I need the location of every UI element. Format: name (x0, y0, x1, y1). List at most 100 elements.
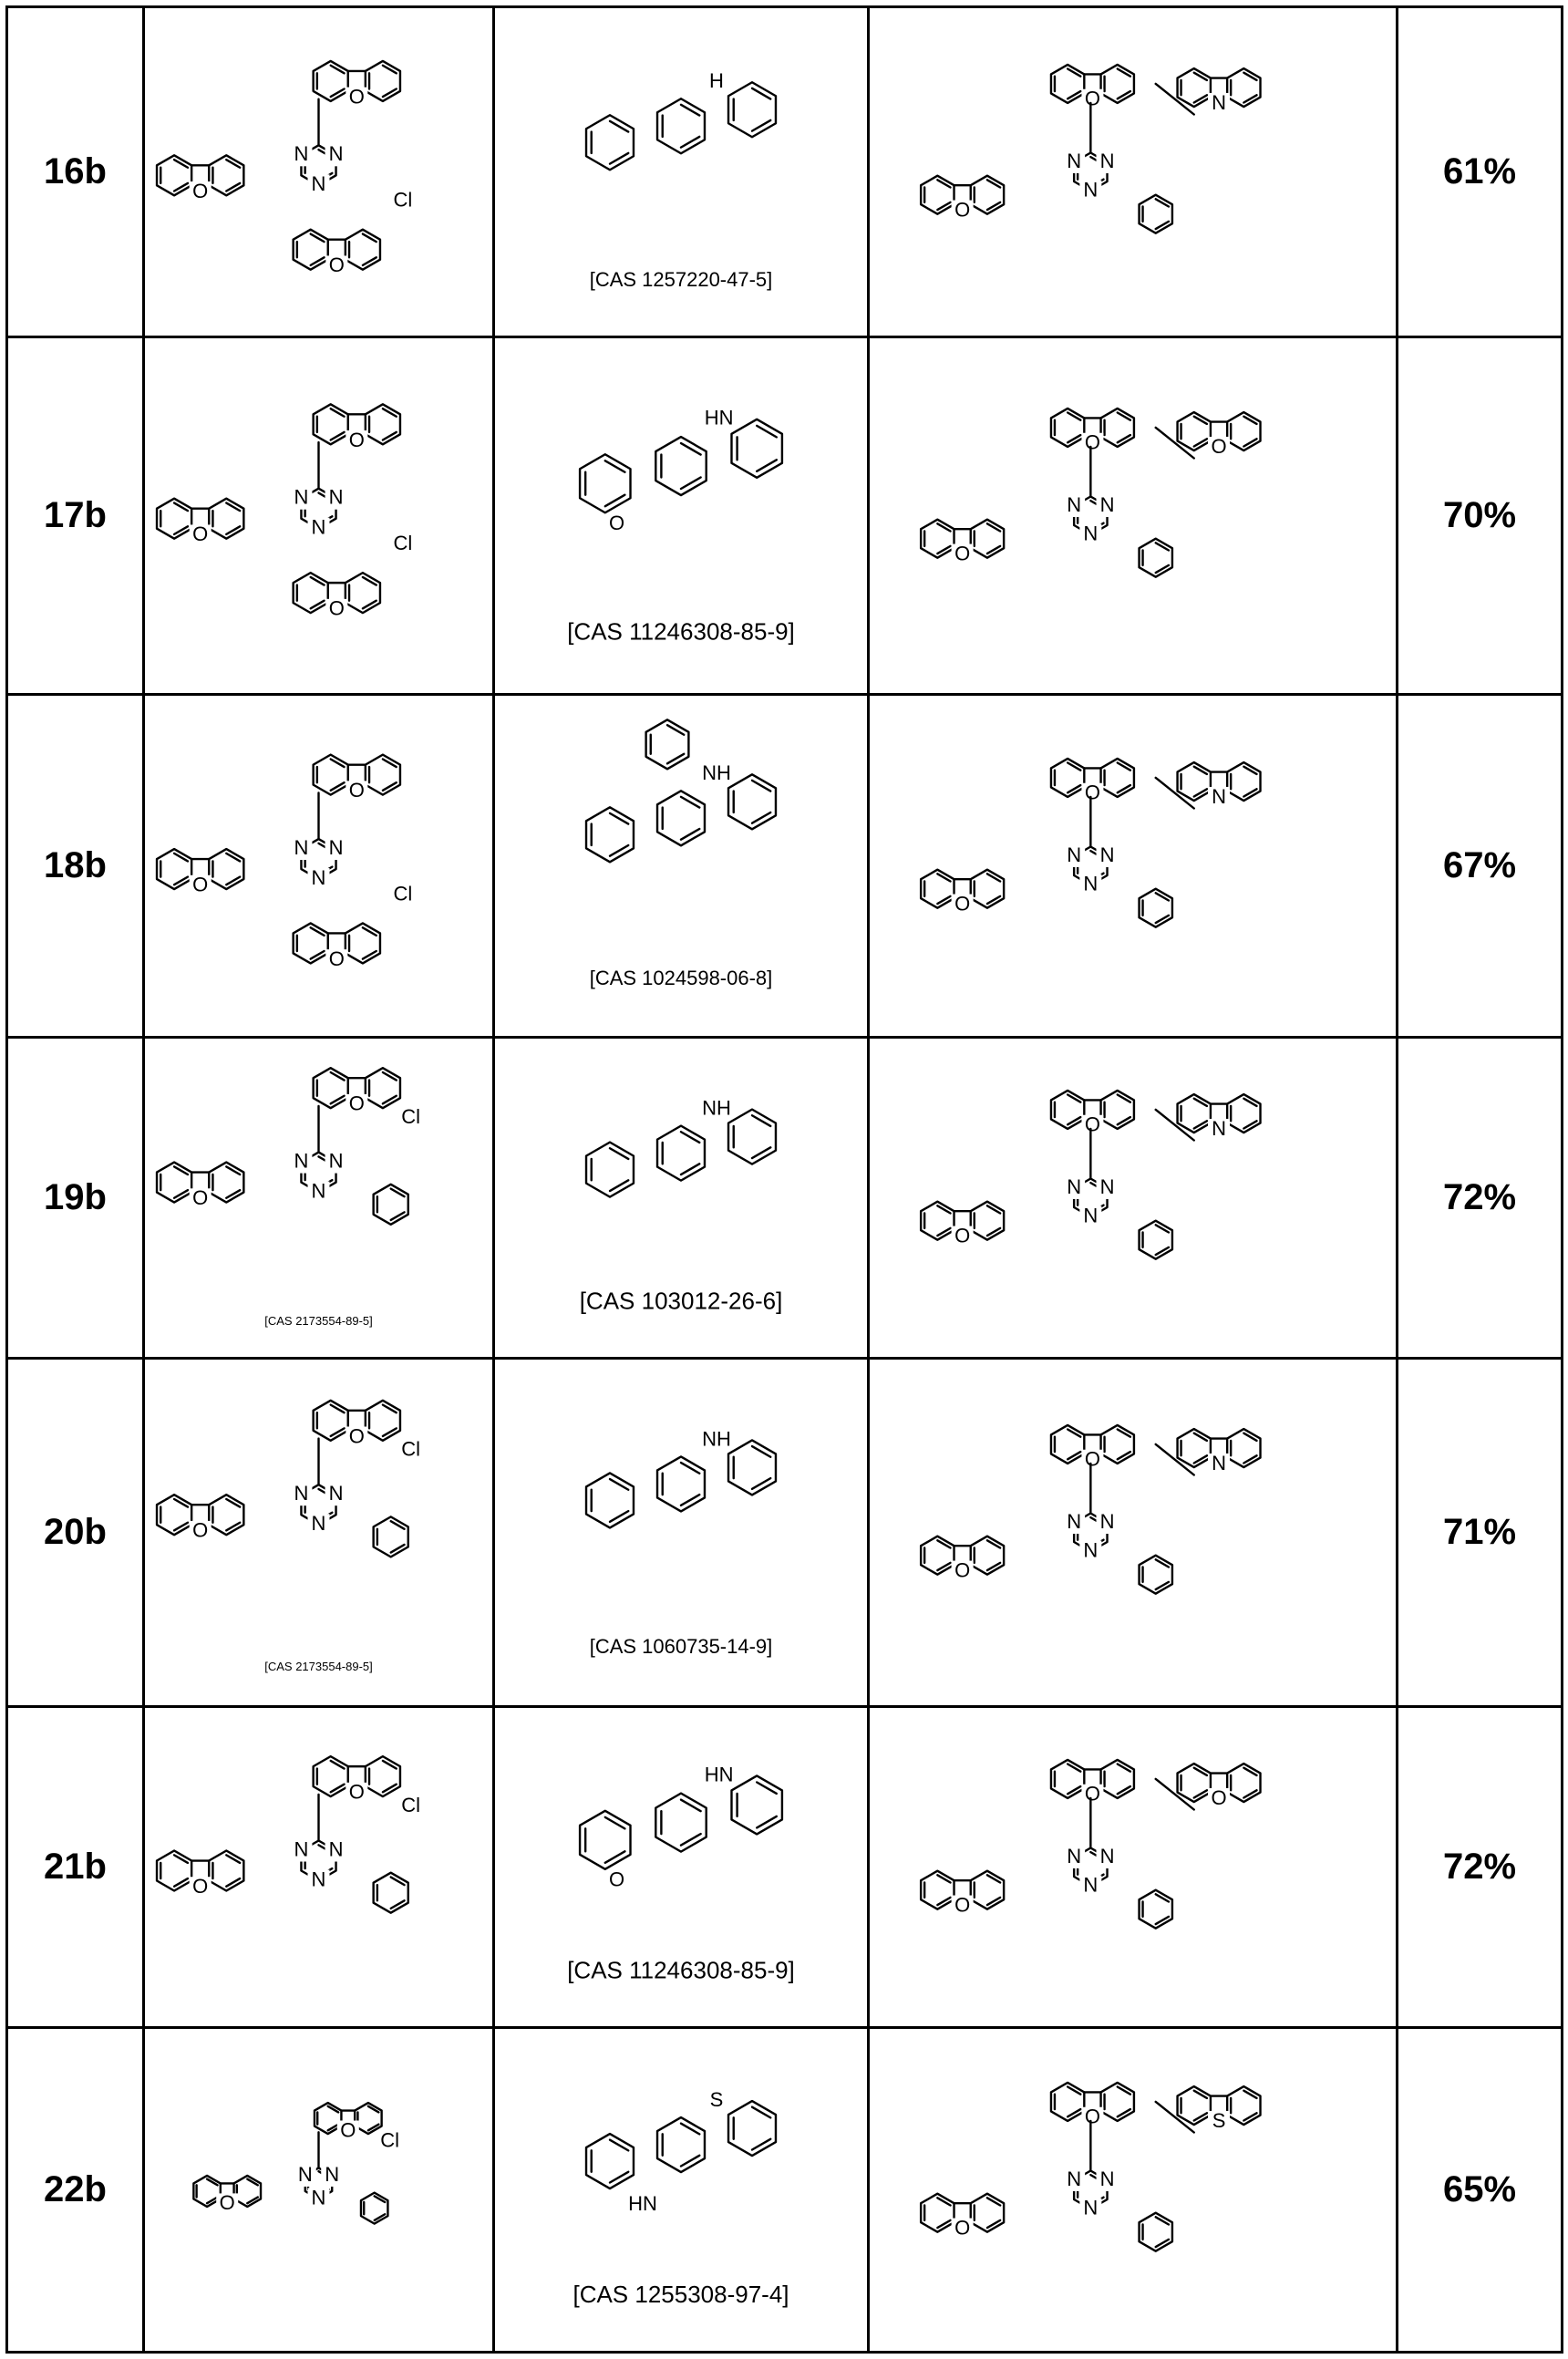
dibenzofuran-top-heteroatom-mask (1081, 432, 1104, 455)
reactant-2-cas-label: [CAS 11246308-85-9] (567, 1957, 795, 1984)
dibenzofuran-left-ring-right-double-bond (225, 502, 242, 512)
phenyl-ring-double-bond (373, 2213, 387, 2222)
compound-id: 21b (5, 1705, 145, 2029)
triazine-core: NN N (1063, 150, 1119, 202)
dibenzofuran-top-ring-right-double-bond (381, 1427, 397, 1438)
chloro-atom-mask (399, 1439, 422, 1462)
chloro-atom: Cl (401, 1794, 420, 1816)
dibenzofuran-left-ring-right-double-bond (225, 1497, 242, 1508)
ring-left-double-bond (603, 460, 626, 473)
dibenzofuran-top-ring-right-double-bond (366, 2105, 380, 2114)
c-n-bond (1154, 2100, 1195, 2134)
phenyl-ring-double-bond (389, 1520, 406, 1531)
ring-nh-mask (632, 2194, 654, 2217)
dibenzofuran-left-ring-right-double-bond (225, 181, 242, 192)
dibenzofuran-left-ring-right-double-bond (225, 852, 242, 863)
dibenzofuran-top-ring-right (1099, 1423, 1136, 1465)
dibenzofuran-left-heteroatom: O (954, 1224, 970, 1247)
ring-center-double-bond (679, 2122, 701, 2136)
reactant-2-cas-label: [CAS 1060735-14-9] (590, 1635, 773, 1658)
dibenzofuran-top-ring-right-double-bond (1116, 67, 1132, 78)
aryl-ring-right-double-bond (1154, 1246, 1171, 1257)
dibenzofuran-top-ring-left-double-bond (329, 1094, 346, 1105)
carbazole-unit-ring-right-double-bond (1243, 1432, 1258, 1443)
dibenzofuran-top-ring-right (364, 59, 402, 103)
carbazole-unit-ring-right-double-bond (1243, 94, 1258, 104)
dibenzofuran-left: O (919, 174, 1006, 222)
c-n-bond (1154, 1443, 1195, 1476)
carbazole-unit-heteroatom-mask (1208, 92, 1231, 115)
dibenzofuran-top-ring-left-double-bond (329, 430, 346, 441)
dibenzofuran-top-heteroatom: O (349, 1424, 365, 1447)
ring-right-double-bond (750, 1476, 772, 1491)
ring-right-double-bond (756, 1815, 779, 1829)
dibenzofuran-top-ring-left-double-bond (329, 1759, 346, 1770)
chloro-atom: Cl (380, 2128, 399, 2151)
c-n-bond (1154, 1108, 1195, 1142)
dibenzofuran-bottom-ring-left-double-bond (309, 599, 325, 610)
triazine-core-n1-mask (1079, 1540, 1102, 1563)
aryl-ring-right-double-bond (1154, 2238, 1171, 2249)
dibenzofuran-top-heteroatom: O (349, 85, 365, 108)
triazine-core-n3-mask (1096, 1512, 1119, 1534)
carbazole-unit-ring-right-double-bond (1243, 2089, 1258, 2100)
dibenzofuran-top-heteroatom-mask (346, 1782, 368, 1805)
chloro-atom-mask (391, 533, 414, 556)
reactant-2-structure: HN O [CAS 11246308-85-9] (492, 1705, 870, 2029)
carbazole-unit-heteroatom: N (1212, 785, 1226, 808)
triazine-core-n1-mask (1079, 1205, 1102, 1228)
yield-value: 72% (1396, 1036, 1563, 1360)
chloro-atom-mask (391, 190, 414, 212)
furan-oxygen: O (609, 1868, 624, 1890)
reactant-1-drawing: NN N O O O Cl (155, 403, 414, 621)
dibenzofuran-top-ring-left (312, 59, 349, 103)
dibenzofuran-top-ring-right-double-bond (1116, 1428, 1132, 1438)
carbazole-unit-ring-right-double-bond (1243, 1097, 1258, 1108)
dibenzofuran-top-ring-left (312, 1754, 349, 1798)
carbazole-unit-ring-left-double-bond (1192, 415, 1209, 426)
triazine-core-n2: N (294, 1149, 309, 1172)
table-row: 20b N N N O O Cl [CAS 2173554-89-5] NH [CAS 106… (5, 1357, 1563, 1708)
reactant-2-cas-label: [CAS 1024598-06-8] (590, 967, 773, 989)
structure-group: NH (584, 719, 778, 864)
triazine-core-n1-mask (307, 868, 330, 891)
triazine-core: NN N (1063, 493, 1119, 546)
dibenzofuran-bottom-ring-right-double-bond (361, 575, 377, 586)
dibenzofuran-top-ring-right-double-bond (381, 1094, 397, 1105)
dibenzofuran-top-ring-right-double-bond (381, 407, 397, 418)
dibenzofuran-top-ring-right-double-bond (1116, 411, 1132, 421)
carbazole-unit-ring-left (1176, 1092, 1212, 1134)
ring-right-double-bond (750, 811, 772, 824)
aryl-ring-right-double-bond (1154, 1224, 1171, 1234)
dibenzofuran-top-heteroatom: O (340, 2118, 356, 2141)
ring-center-double-bond (679, 135, 701, 149)
reactant-2-structure: NH [CAS 1024598-06-8] (492, 693, 870, 1039)
ring-left (584, 114, 635, 171)
dibenzofuran-top-heteroatom-mask (1081, 2106, 1104, 2129)
dibenzofuran-left: O (155, 154, 245, 204)
dibenzofuran-top-ring-right-double-bond (1116, 1115, 1132, 1126)
structure-group: NN N O O O Cl (155, 59, 414, 278)
dibenzofuran-left-ring-right-double-bond (225, 875, 242, 886)
dibenzofuran-left-heteroatom-mask (951, 894, 974, 916)
compound-id: 16b (5, 5, 145, 338)
structure-group: NN N O O O (919, 407, 1262, 578)
carbazole-unit-ring-right (1225, 760, 1262, 802)
carbazole-unit-heteroatom: S (1212, 2109, 1226, 2132)
dibenzofuran-left-ring-left-double-bond (936, 2219, 952, 2230)
dibenzofuran-left-ring-left-double-bond (172, 181, 190, 192)
triazine-core-n3-mask (325, 838, 347, 861)
dibenzofuran-bottom-ring-left-double-bond (309, 256, 325, 267)
triazine-core-n2: N (1067, 493, 1081, 516)
carbazole-unit-ring-left-double-bond (1192, 2089, 1209, 2100)
triazine-core-n2-mask (294, 2164, 316, 2187)
dibenzofuran-bottom-heteroatom-mask (325, 255, 348, 278)
triazine-core-n1: N (1083, 2196, 1098, 2219)
carbazole-unit-ring-right (1225, 67, 1262, 109)
